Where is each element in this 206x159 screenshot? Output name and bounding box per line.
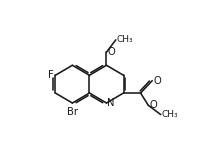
Text: CH₃: CH₃ [161, 110, 177, 119]
Text: F: F [48, 70, 54, 80]
Text: O: O [148, 100, 156, 110]
Text: O: O [107, 47, 115, 57]
Text: CH₃: CH₃ [116, 35, 132, 44]
Text: Br: Br [67, 107, 77, 117]
Text: O: O [152, 76, 160, 86]
Text: N: N [107, 98, 114, 108]
